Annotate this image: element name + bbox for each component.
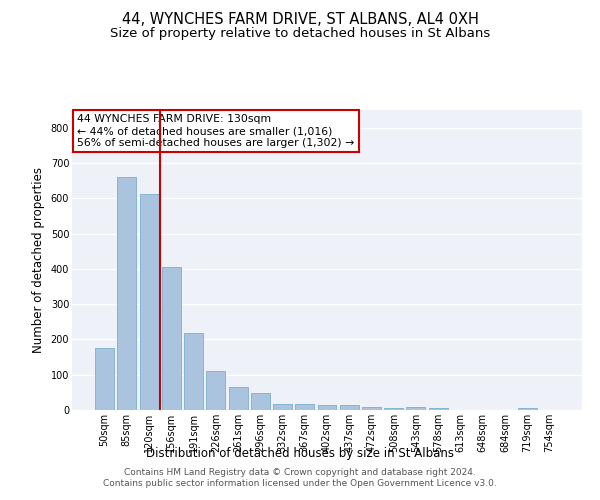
Bar — [229, 387, 248, 410]
Bar — [251, 393, 270, 410]
Bar — [273, 404, 292, 410]
Bar — [95, 348, 114, 410]
Bar — [295, 404, 314, 410]
Bar — [518, 408, 536, 410]
Text: 44, WYNCHES FARM DRIVE, ST ALBANS, AL4 0XH: 44, WYNCHES FARM DRIVE, ST ALBANS, AL4 0… — [122, 12, 478, 28]
Y-axis label: Number of detached properties: Number of detached properties — [32, 167, 45, 353]
Bar — [118, 177, 136, 410]
Bar — [362, 407, 381, 410]
Text: 44 WYNCHES FARM DRIVE: 130sqm
← 44% of detached houses are smaller (1,016)
56% o: 44 WYNCHES FARM DRIVE: 130sqm ← 44% of d… — [77, 114, 355, 148]
Bar — [384, 408, 403, 410]
Bar — [184, 333, 203, 410]
Bar — [429, 408, 448, 410]
Text: Size of property relative to detached houses in St Albans: Size of property relative to detached ho… — [110, 28, 490, 40]
Bar — [340, 406, 359, 410]
Text: Distribution of detached houses by size in St Albans: Distribution of detached houses by size … — [146, 448, 454, 460]
Bar — [162, 267, 181, 410]
Bar — [206, 371, 225, 410]
Bar — [140, 194, 158, 410]
Text: Contains HM Land Registry data © Crown copyright and database right 2024.
Contai: Contains HM Land Registry data © Crown c… — [103, 468, 497, 487]
Bar — [317, 405, 337, 410]
Bar — [406, 407, 425, 410]
